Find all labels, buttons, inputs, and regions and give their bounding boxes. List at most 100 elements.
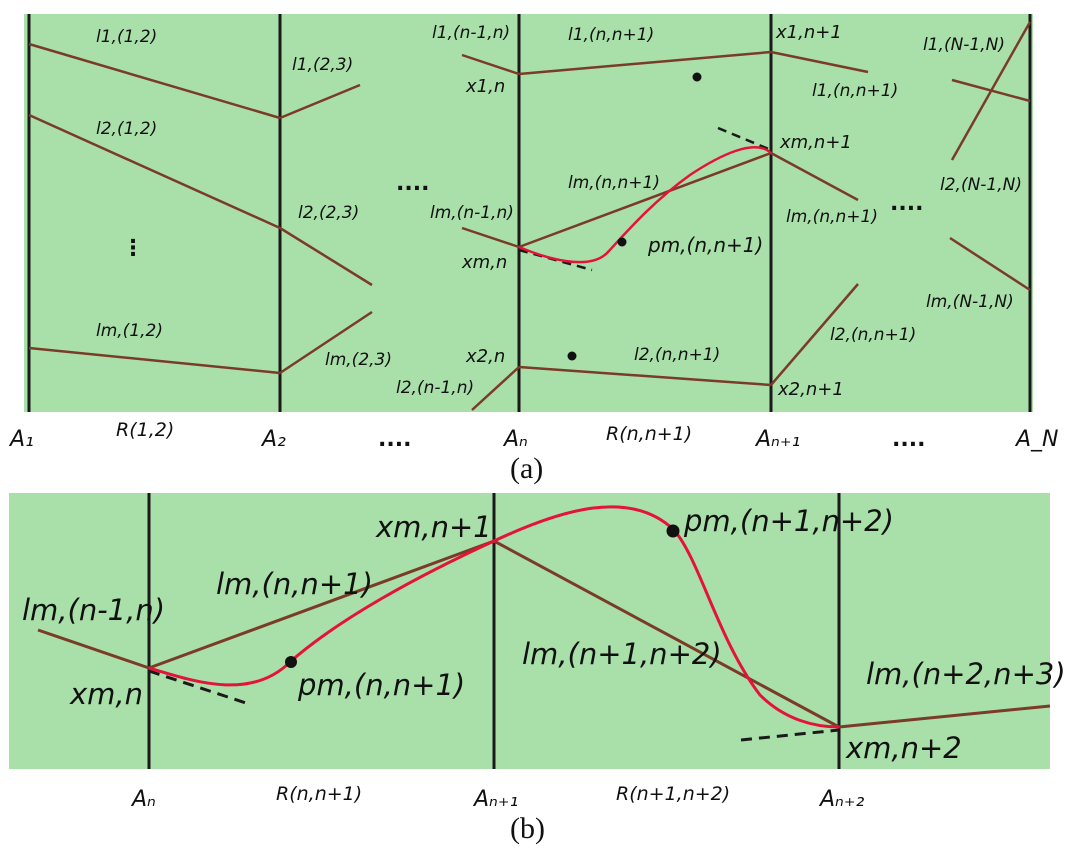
label-b-pm1: pm,(n,n+1) <box>297 668 465 702</box>
point-b-pm2 <box>666 524 680 538</box>
panel-a-point-labels: x1,n xm,n x2,n x1,n+1 xm,n+1 x2,n+1 pm,(… <box>461 22 852 400</box>
label-x2n1: x2,n+1 <box>777 379 844 400</box>
segment-lm-N <box>949 236 1031 292</box>
segment-lm-12 <box>28 346 281 375</box>
label-rnn1: R(n,n+1) <box>606 423 692 445</box>
label-b-xmn: xm,n <box>69 677 143 711</box>
label-x2n: x2,n <box>465 346 505 367</box>
segment-lm-23 <box>279 310 373 375</box>
ellipsis-middle: .... <box>396 171 429 196</box>
caption-a: (a) <box>510 452 543 485</box>
label-xmn: xm,n <box>461 252 507 273</box>
label-b-lm-n1n2: lm,(n+1,n+2) <box>522 637 722 671</box>
label-b-rn1n2: R(n+1,n+2) <box>616 783 730 805</box>
caption-b: (b) <box>510 812 545 845</box>
panel-b: lm,(n-1,n) lm,(n,n+1) lm,(n+1,n+2) lm,(n… <box>9 493 1066 845</box>
segment-l1-nn1-right <box>770 50 869 74</box>
panel-a-axis-labels: A₁ A₂ Aₙ Aₙ₊₁ A_N R(1,2) R(n,n+1) <box>8 419 1059 452</box>
label-l2-n1n: l2,(n-1,n) <box>396 378 474 398</box>
label-an1: Aₙ₊₁ <box>754 427 800 452</box>
segment-l2-nn1 <box>518 365 772 387</box>
label-b-lm-nn1: lm,(n,n+1) <box>216 567 373 601</box>
label-b-pm2: pm,(n+1,n+2) <box>683 504 894 538</box>
label-l1-N: l1,(N-1,N) <box>923 35 1005 55</box>
label-l2-23: l2,(2,3) <box>298 203 359 223</box>
segment-b-lm-n2n3 <box>838 704 1051 729</box>
label-b-lm-n2n3: lm,(n+2,n+3) <box>866 657 1066 691</box>
label-xmn1: xm,n+1 <box>779 132 852 153</box>
segment-l2-nn1-right <box>770 283 859 386</box>
point-bottom <box>567 351 577 361</box>
label-l1-nn1: l1,(n,n+1) <box>568 25 654 45</box>
segment-l2-23 <box>279 226 373 287</box>
label-b-an2: Aₙ₊₂ <box>818 787 864 812</box>
panel-a-segments <box>28 21 1032 411</box>
segment-l2-n1n <box>471 366 520 411</box>
segment-l2-12 <box>28 113 281 230</box>
label-lm-N: lm,(N-1,N) <box>926 292 1014 312</box>
vertical-ellipsis: ⋮ <box>122 236 144 261</box>
ellipsis-axis-right: .... <box>892 427 925 452</box>
panel-b-axes <box>147 493 841 769</box>
label-l2-nn1: l2,(n,n+1) <box>634 345 720 365</box>
point-pm <box>617 237 627 247</box>
label-l1-12: l1,(1,2) <box>96 27 157 47</box>
label-a2: A₂ <box>260 427 286 452</box>
label-b-an1: Aₙ₊₁ <box>472 787 518 812</box>
tangent-at-xmn1 <box>717 126 772 152</box>
label-x1n1: x1,n+1 <box>775 22 842 43</box>
label-lm-12: lm,(1,2) <box>96 321 163 341</box>
ellipsis-axis-middle: .... <box>378 427 411 452</box>
panel-a-axes <box>27 14 1032 412</box>
label-b-rnn1: R(n,n+1) <box>276 783 362 805</box>
label-l1-23: l1,(2,3) <box>292 55 353 75</box>
trajectory-curve-b <box>148 505 840 729</box>
label-r12: R(1,2) <box>116 419 174 441</box>
trajectory-curve-a <box>518 146 772 264</box>
label-aN: A_N <box>1014 427 1059 452</box>
label-pm: pm,(n,n+1) <box>647 233 763 257</box>
panel-a-background <box>24 14 1033 412</box>
segment-l2-N <box>950 21 1032 161</box>
panel-b-points <box>285 524 680 668</box>
segment-l1-12 <box>28 42 281 120</box>
panel-b-segments <box>37 539 1051 729</box>
segment-b-lm-n1n2 <box>493 539 840 729</box>
label-l2-12: l2,(1,2) <box>96 119 157 139</box>
label-b-an: Aₙ <box>130 787 156 812</box>
label-l1-nn1-right: l1,(n,n+1) <box>812 81 898 101</box>
segment-lm-nn1-right <box>770 151 859 202</box>
label-lm-nn1: lm,(n,n+1) <box>568 173 660 193</box>
panel-a: l1,(1,2) l2,(1,2) lm,(1,2) l1,(2,3) l2,(… <box>8 14 1059 485</box>
label-l1-n1n: l1,(n-1,n) <box>432 23 510 43</box>
panel-a-segment-labels: l1,(1,2) l2,(1,2) lm,(1,2) l1,(2,3) l2,(… <box>96 23 1022 398</box>
label-lm-nn1-right: lm,(n,n+1) <box>786 207 878 227</box>
label-a1: A₁ <box>8 427 34 452</box>
panel-b-segment-labels: lm,(n-1,n) lm,(n,n+1) lm,(n+1,n+2) lm,(n… <box>22 567 1066 691</box>
point-b-pm1 <box>285 656 297 668</box>
ellipsis-right: .... <box>890 191 923 216</box>
point-top <box>692 72 702 82</box>
segment-l1-nn1 <box>518 50 772 76</box>
segment-l1-n1n <box>461 53 520 76</box>
label-lm-23: lm,(2,3) <box>325 350 392 370</box>
label-b-xmn2: xm,n+2 <box>845 731 962 765</box>
panel-a-points <box>567 72 702 361</box>
label-x1n: x1,n <box>465 76 505 97</box>
segment-lm-n1n <box>461 226 520 249</box>
label-an: Aₙ <box>502 427 528 452</box>
segment-l1-23 <box>279 83 361 120</box>
label-lm-n1n: lm,(n-1,n) <box>430 203 514 223</box>
segment-lm-nn1 <box>518 151 772 249</box>
segment-b-lm-nn1 <box>148 539 495 670</box>
panel-b-axis-labels: Aₙ Aₙ₊₁ Aₙ₊₂ R(n,n+1) R(n+1,n+2) <box>130 783 864 812</box>
panel-b-tangents <box>148 669 840 742</box>
panel-b-point-labels: xm,n xm,n+1 xm,n+2 pm,(n,n+1) pm,(n+1,n+… <box>69 504 962 765</box>
segment-b-lm-n1n <box>37 628 150 670</box>
label-l2-nn1-right: l2,(n,n+1) <box>830 325 916 345</box>
label-b-xmn1: xm,n+1 <box>375 510 492 544</box>
label-l2-N: l2,(N-1,N) <box>940 175 1022 195</box>
tangent-b-xmn2 <box>740 728 840 742</box>
label-b-lm-n1n: lm,(n-1,n) <box>22 593 165 627</box>
